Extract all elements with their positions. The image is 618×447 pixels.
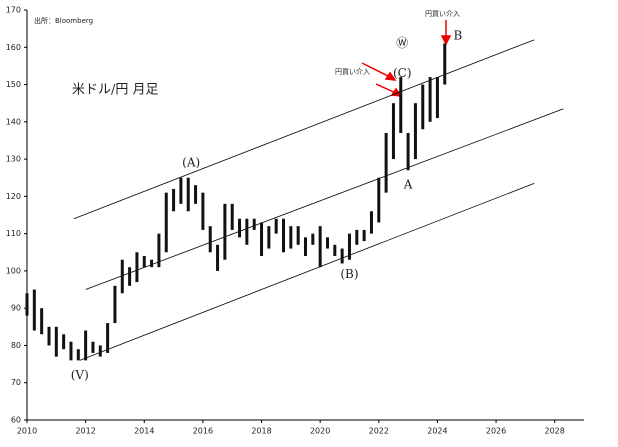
x-tick-label: 2024 xyxy=(427,427,447,436)
annotation: A xyxy=(403,178,413,192)
trend-line xyxy=(73,39,535,220)
y-tick-label: 130 xyxy=(6,155,21,164)
y-tick-label: 100 xyxy=(6,266,21,275)
annotation: (V) xyxy=(71,368,89,382)
y-tick-label: 150 xyxy=(6,80,21,89)
y-tick-label: 110 xyxy=(6,229,21,238)
chart-title: 米ドル/円 月足 xyxy=(72,83,159,98)
y-tick-label: 70 xyxy=(11,378,21,387)
y-tick-label: 140 xyxy=(6,117,21,126)
source: 出所：Bloomberg xyxy=(34,16,93,25)
y-tick-label: 60 xyxy=(11,416,21,425)
annotation: (B) xyxy=(340,267,358,281)
intervention-label: 円買い介入 xyxy=(335,68,370,76)
trend-line xyxy=(85,108,564,290)
annotation: (C) xyxy=(393,66,412,80)
x-tick-label: 2016 xyxy=(193,427,213,436)
y-tick-label: 170 xyxy=(6,6,21,15)
intervention-label: 円買い介入 xyxy=(425,10,460,18)
y-tick-label: 80 xyxy=(11,341,21,350)
annotation: Ⓦ xyxy=(396,36,408,50)
x-tick-label: 2020 xyxy=(310,427,330,436)
x-tick-label: 2010 xyxy=(17,427,37,436)
x-tick-label: 2012 xyxy=(75,427,95,436)
y-tick-label: 90 xyxy=(11,304,21,313)
trend-line xyxy=(79,182,535,361)
x-tick-label: 2022 xyxy=(369,427,389,436)
x-tick-label: 2026 xyxy=(486,427,506,436)
x-tick-label: 2028 xyxy=(545,427,565,436)
x-tick-label: 2014 xyxy=(134,427,154,436)
y-tick-label: 160 xyxy=(6,43,21,52)
annotation: B xyxy=(454,29,463,43)
y-tick-label: 120 xyxy=(6,192,21,201)
x-tick-label: 2018 xyxy=(251,427,271,436)
annotation: (A) xyxy=(182,155,200,169)
